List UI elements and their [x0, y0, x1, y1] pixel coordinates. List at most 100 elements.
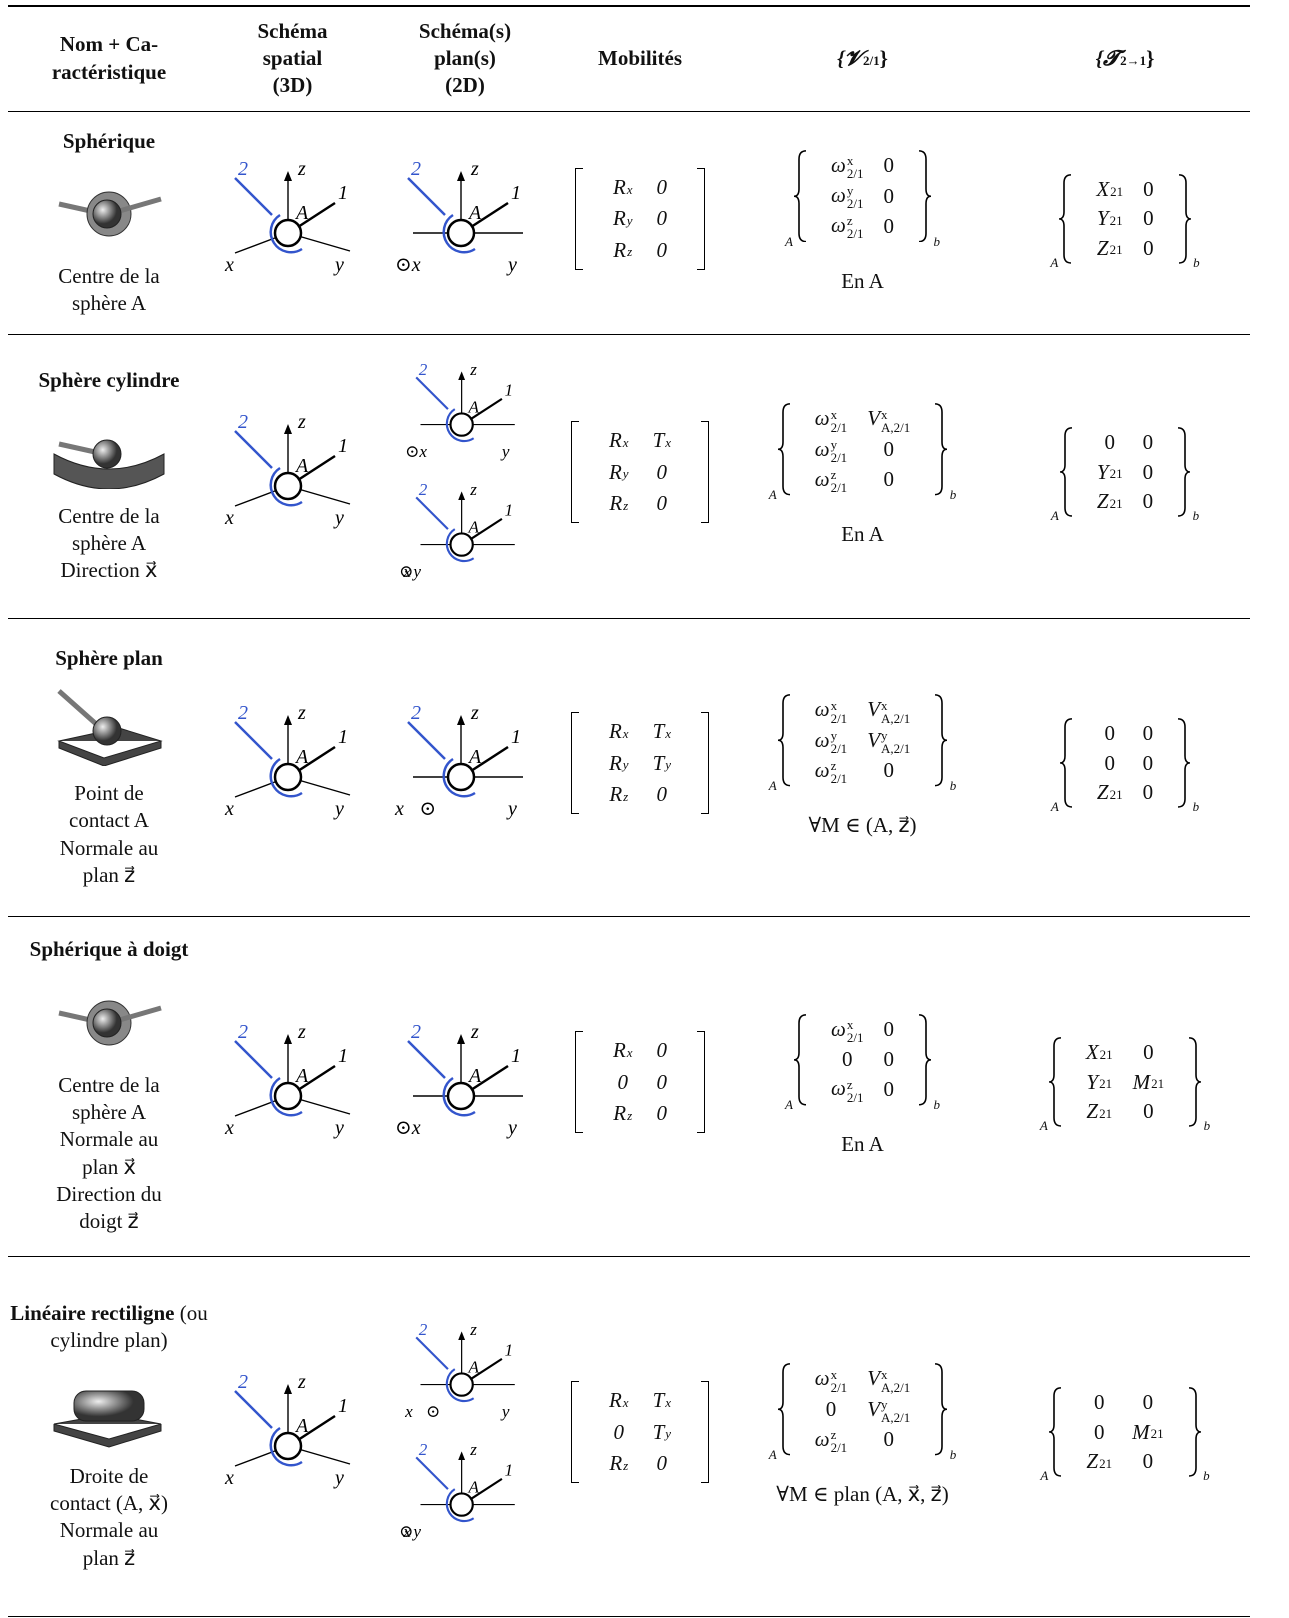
brace — [1059, 718, 1072, 809]
point: A — [1050, 799, 1059, 815]
math-text: 0 — [1143, 1099, 1154, 1123]
table-row: Sphère plan Point de contact A Normale au pl… — [8, 618, 1250, 916]
math-base: T — [652, 1388, 665, 1413]
schema-label: A — [294, 746, 309, 768]
bracket — [570, 712, 579, 815]
header-line: plan(s) — [375, 45, 555, 72]
math-scripts: 21 — [1099, 1107, 1112, 1120]
brace — [918, 1014, 932, 1106]
name-rest: (ou cylindre plan) — [50, 1301, 208, 1353]
base: b — [949, 487, 957, 503]
math-term: M 21 — [1132, 1420, 1164, 1444]
matrix-row: X 21 0 — [1096, 176, 1154, 204]
schema-label: x⃗ — [224, 798, 249, 820]
name-bold: Sphère cylindre — [38, 368, 180, 393]
table-header: Nom + Ca-ractéristique Schéma spatial (3D) S… — [8, 6, 1250, 111]
stroke — [414, 376, 449, 410]
arrow — [284, 1384, 292, 1394]
math-scripts: z — [627, 1109, 632, 1122]
schema-label: A — [467, 746, 482, 768]
link-name: Sphère plan — [8, 645, 210, 672]
brace-path — [1059, 427, 1072, 518]
math-term: ω z 2/1 — [814, 1426, 847, 1454]
arc — [269, 1426, 303, 1467]
matrix-cell: 0 — [883, 152, 894, 180]
superscript: y — [830, 727, 838, 743]
math-base: ω — [814, 1426, 830, 1451]
math-base: {𝓥 — [837, 46, 862, 71]
schema-label: z⃗ — [469, 360, 490, 379]
schema-label: A — [467, 518, 479, 537]
arrow — [456, 1034, 465, 1044]
math-base: ω — [814, 1366, 830, 1391]
math-scripts: x — [665, 1396, 671, 1409]
subscript: 2/1 — [830, 710, 848, 726]
math-base: T — [652, 1419, 665, 1444]
superscript: z — [846, 213, 853, 229]
math-scripts: z 2/1 — [831, 468, 848, 494]
superscript: y — [881, 727, 888, 743]
arrow — [456, 715, 465, 725]
math-base: ω — [831, 183, 846, 208]
matrix-cell: X 21 — [1086, 1039, 1113, 1066]
math-text: 0 — [1142, 489, 1154, 513]
characteristic-line: Centre de la — [58, 1072, 160, 1097]
math-text: 0 — [883, 213, 894, 238]
math-scripts: 2/1 — [863, 54, 880, 67]
arrow — [284, 715, 292, 725]
schema-label: x⃗ — [224, 254, 249, 276]
schema-label: 2 — [418, 360, 427, 379]
joint — [446, 762, 475, 792]
arc — [269, 757, 303, 798]
matrix-cell: 0 — [1086, 1419, 1112, 1446]
table-row: Sphère cylindre Centre de la sphère A Direc… — [8, 334, 1250, 618]
header-line: (2D) — [375, 72, 555, 99]
math-term: ω y 2/1 — [815, 437, 847, 464]
base: b — [1193, 254, 1200, 270]
joint — [273, 218, 303, 247]
schema-label: 2 — [238, 1371, 248, 1393]
brace — [935, 403, 948, 496]
math-scripts: z — [623, 790, 628, 803]
math-text: 0 — [1142, 1390, 1154, 1415]
math-base: ω — [814, 757, 830, 782]
stroke — [234, 1040, 273, 1079]
math-text: 0 — [1094, 1390, 1105, 1415]
brace — [1189, 1037, 1202, 1128]
math-base: ω — [831, 213, 846, 238]
bracket — [574, 167, 583, 270]
matrix-cell: ω x 2/1 — [815, 405, 847, 433]
subscript: 21 — [1109, 466, 1123, 482]
schema-label: y⃗ — [333, 507, 359, 529]
bracket — [701, 1381, 710, 1484]
stroke — [414, 496, 449, 530]
superscript: z — [830, 757, 837, 773]
math-scripts: x 2/1 — [847, 1018, 864, 1044]
characteristic-line: contact (A, x⃗) — [50, 1491, 168, 1515]
schema-label: z⃗ — [469, 480, 490, 499]
matrix-cell: 0 — [1097, 750, 1123, 777]
joint — [448, 532, 474, 557]
arrow — [457, 371, 465, 380]
characteristic-line: doigt z⃗ — [79, 1209, 139, 1234]
math-base: R — [613, 1101, 627, 1125]
matrix-cell: 0 — [1143, 459, 1154, 486]
math-base: Y — [1096, 206, 1109, 231]
schema-label: y⃗ — [333, 1467, 359, 1489]
math-scripts: z — [627, 245, 632, 258]
